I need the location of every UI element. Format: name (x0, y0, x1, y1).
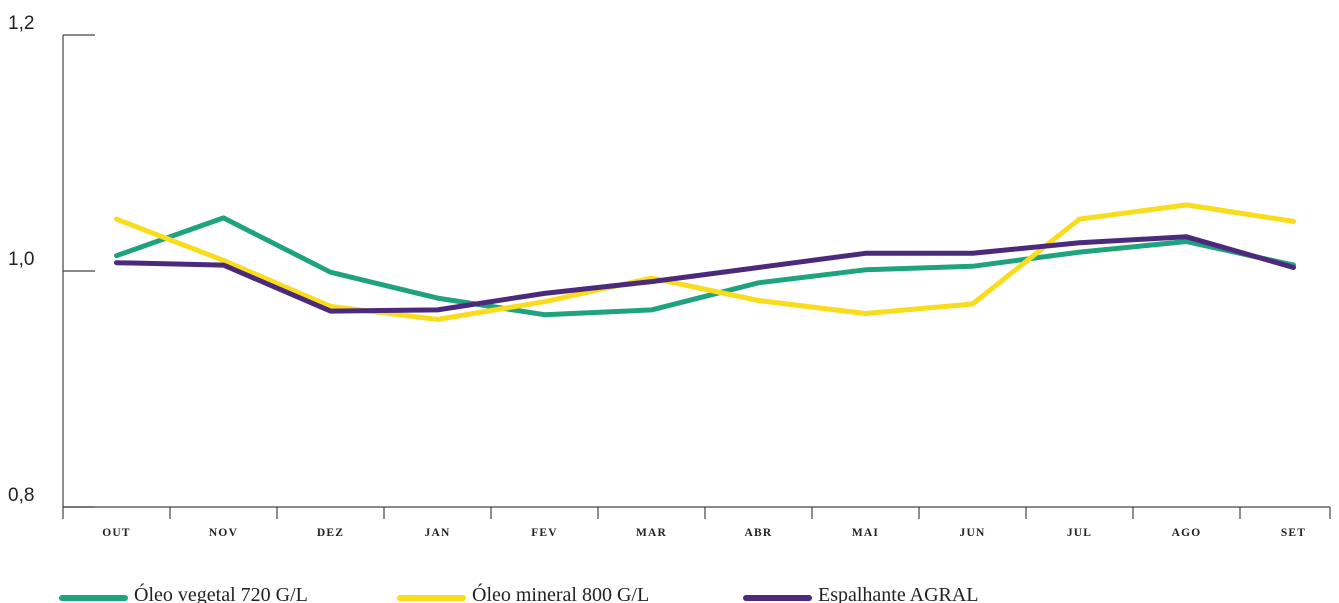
y-tick-label: 1,0 (8, 249, 34, 270)
y-tick-label: 1,2 (8, 13, 34, 34)
series-line-2 (114, 234, 1296, 314)
x-tick-label: AGO (1172, 527, 1202, 539)
y-tick-label: 0,8 (8, 485, 34, 506)
x-tick-label: DEZ (317, 527, 344, 539)
x-tick-label: NOV (209, 527, 238, 539)
x-ticks: OUT NOV DEZ JAN FEV MAR ABR MAI JUN JUL AGO SET (62, 507, 1331, 539)
legend-label: Espalhante AGRAL (818, 584, 979, 603)
x-tick-label: ABR (745, 527, 773, 539)
x-tick-label: OUT (102, 527, 131, 539)
series-lines (114, 202, 1296, 322)
series-line-1 (114, 202, 1296, 322)
x-tick-label: MAR (636, 527, 667, 539)
x-tick-label: SET (1281, 527, 1306, 539)
x-tick-label: JAN (425, 527, 451, 539)
y-ticks: 0,8 1,0 1,2 (8, 13, 95, 508)
x-tick-label: FEV (531, 527, 558, 539)
legend: Óleo vegetal 720 G/L Óleo mineral 800 G/L… (59, 582, 979, 603)
x-tick-label: JUL (1067, 527, 1092, 539)
legend-label: Óleo mineral 800 G/L (472, 582, 649, 603)
x-tick-label: MAI (852, 527, 879, 539)
legend-label: Óleo vegetal 720 G/L (134, 582, 308, 603)
x-tick-label: JUN (960, 527, 986, 539)
series-line-0 (114, 215, 1296, 318)
